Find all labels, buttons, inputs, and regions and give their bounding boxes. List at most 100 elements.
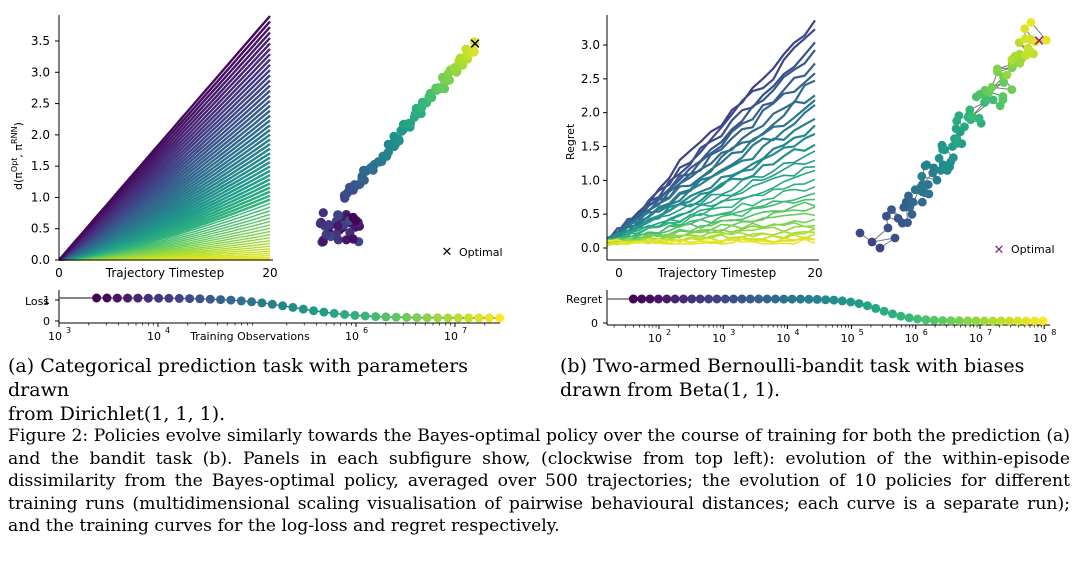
panel-b-regret-point-43	[988, 316, 998, 326]
panel-b-curve-7	[607, 94, 816, 246]
panel-b-ytick-4: 2.0	[581, 106, 600, 120]
panel-b-mds-point-0	[855, 228, 865, 238]
panel-b-regret-point-44	[996, 316, 1006, 326]
panel-a-loss-point-24	[340, 310, 350, 319]
panel-a-ylabel: d(πOpt, πRNN)	[10, 122, 25, 190]
panel-b-mds-point-9	[903, 218, 912, 228]
panel-b-regret-xtick-1: 10	[712, 332, 726, 345]
panel-a-mds-point-117	[449, 63, 460, 73]
panel-a-loss-point-33	[433, 313, 443, 323]
panel-b-regret-point-15	[754, 294, 764, 304]
panel-a-loss-xtick-1: 10	[147, 330, 161, 343]
panel-b-regret-point-37	[938, 316, 948, 326]
panel-b-mds-point-7	[893, 213, 903, 223]
panel-a-mds-point-77	[394, 134, 404, 145]
figure-caption: Figure 2: Policies evolve similarly towa…	[8, 426, 1070, 536]
panel-b-regret-xtick-4: 10	[905, 332, 919, 345]
panel-b-caption-dist: Beta(1, 1).	[678, 379, 781, 401]
panel-b-curve-10	[607, 117, 816, 242]
panel-a-mds-point-32	[333, 235, 343, 245]
panel-a-legend-label: Optimal	[459, 246, 503, 259]
panel-a-loss-ytick-0: 0	[43, 315, 50, 328]
panel-b-mds-point-62	[988, 95, 998, 105]
panel-b-mds-point-98	[1042, 35, 1051, 45]
panel-b-regret-point-46	[1013, 316, 1023, 326]
panel-b-regret-point-10	[712, 294, 722, 304]
panel-b-mds-point-2	[890, 233, 900, 243]
panel-b-curve-5	[607, 72, 816, 246]
panel-a-loss-point-35	[453, 313, 463, 323]
panel-b-regret-point-19	[787, 294, 797, 304]
panel-b-regret-point-8	[695, 294, 705, 304]
panel-b-regret-point-41	[971, 316, 981, 326]
panel-b-regret-xtick-5: 10	[969, 332, 983, 345]
panel-b-ytick-6: 3.0	[581, 38, 600, 52]
panel-a-mds-point-28	[324, 220, 334, 230]
panel-b-regret-point-38	[946, 316, 956, 326]
panel-a-loss-point-16	[257, 298, 267, 308]
panel-b-regret-point-24	[829, 295, 839, 305]
panel-a-ytick-6: 3.0	[31, 65, 50, 79]
panel-b-regret-point-14	[745, 294, 755, 304]
panel-a-loss-xtick-exp-0: 3	[66, 326, 71, 335]
panel-a-loss-point-19	[288, 302, 298, 312]
panel-b-regret-point-6	[679, 294, 688, 304]
panel-b-regret-point-0	[628, 294, 638, 304]
panel-a-loss-xlabel: Training Observations	[189, 330, 310, 343]
panel-a-caption-dist: Dirichlet(1, 1, 1).	[59, 403, 226, 425]
panel-b-caption-line2: drawn from Beta(1, 1).	[560, 378, 1072, 402]
panel-a-mds-point-14	[318, 237, 328, 247]
panel-a-loss-point-8	[174, 293, 184, 303]
panel-a-loss-point-14	[236, 296, 246, 306]
panel-b-curve-23	[607, 206, 816, 243]
panel-b-regret-point-13	[737, 294, 747, 304]
panel-b-regret-xtick-exp-4: 6	[923, 328, 928, 337]
panel-a-loss-xtick-0: 10	[48, 330, 62, 343]
panel-a-main-plot: 0.0 0.5 1.0 1.5 2.0 2.5 3.0 3.5 0 20 Trajectory…	[10, 15, 278, 280]
panel-a-loss-point-6	[154, 293, 164, 303]
panel-b-legend-marker: ✕	[994, 243, 1005, 258]
panel-b-mds-point-29	[917, 171, 927, 181]
panel-b-ytick-1: 0.5	[581, 207, 600, 221]
panel-a-caption: (a) Categorical prediction task with par…	[8, 354, 528, 426]
panel-a-mds-point-54	[357, 174, 367, 184]
panel-b-ytick-3: 1.5	[581, 140, 600, 154]
panel-b-mds-point-44	[940, 145, 950, 155]
panel-b-curve-28	[607, 227, 816, 246]
panel-b-regret-point-5	[670, 294, 680, 304]
panel-a-mds-point-69	[383, 147, 393, 157]
panel-b-regret-point-25	[837, 296, 847, 306]
panel-a-mds-point-39	[348, 234, 358, 244]
panel-a-loss-point-3	[123, 293, 133, 303]
panel-b-regret-point-11	[720, 294, 730, 304]
panel-b-regret-point-22	[812, 294, 822, 304]
panel-b-mds-point-75	[987, 82, 997, 92]
panel-b-ytick-5: 2.5	[581, 72, 600, 86]
panel-a-loss-point-37	[474, 313, 484, 323]
panel-b-regret-point-3	[653, 294, 663, 304]
panel-b-regret-point-31	[888, 309, 897, 319]
panel-b-mds-point-58	[974, 113, 984, 123]
panel-a-xtick-20: 20	[262, 266, 277, 280]
panel-b-mds-point-78	[992, 64, 1002, 74]
panel-b-regret-point-20	[796, 294, 805, 304]
panel-b-regret-xtick-exp-5: 7	[987, 328, 992, 337]
panel-b-regret-xtick-exp-1: 3	[730, 328, 735, 337]
panel-a-mds-point-35	[321, 230, 331, 240]
panel-a-ytick-7: 3.5	[31, 34, 50, 48]
panel-b-mds-point-50	[952, 134, 962, 143]
panel-a-mds-point-100	[425, 92, 435, 102]
panel-a-caption-line2: from Dirichlet(1, 1, 1).	[8, 402, 528, 426]
panel-a-loss-point-34	[443, 313, 453, 323]
panel-a-mds-point-36	[341, 235, 351, 245]
panel-b-mds-point-97	[1031, 37, 1040, 47]
panel-a-loss-point-12	[216, 295, 226, 305]
panel-b-mds-point-31	[922, 160, 932, 170]
panel-b-mds-point-93	[1023, 43, 1033, 53]
panel-b-mds-point-4	[883, 223, 893, 233]
panel-b-regret-point-45	[1005, 316, 1014, 326]
panel-a-curve-59	[59, 15, 271, 261]
panel-a-ytick-0: 0.0	[31, 253, 50, 267]
panel-a-ytick-2: 1.0	[31, 190, 50, 204]
panel-b-regret-point-1	[637, 294, 647, 304]
